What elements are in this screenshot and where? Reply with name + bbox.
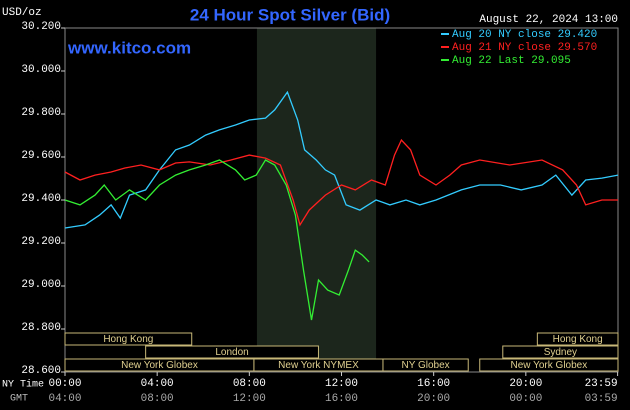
session-box (536, 332, 619, 346)
chart-title: 24 Hour Spot Silver (Bid) (190, 5, 390, 24)
y-tick-label: 29.400 (21, 193, 61, 205)
watermark: www.kitco.com (67, 38, 191, 57)
y-tick-label: 28.800 (21, 322, 61, 334)
y-tick-label: 29.000 (21, 279, 61, 291)
x2-tick-label: 12:00 (233, 393, 266, 405)
x2-tick-label: 04:00 (48, 393, 81, 405)
x-tick-label: 16:00 (417, 378, 450, 390)
series-line (64, 159, 370, 321)
session-label: Hong Kong (103, 334, 153, 345)
x2-axis-label: GMT (10, 394, 28, 405)
legend-label: Aug 20 NY close 29.420 (452, 29, 597, 41)
session-label: Hong Kong (553, 334, 603, 345)
y-tick-label: 30.200 (21, 21, 61, 33)
x2-tick-label: 03:59 (585, 393, 618, 405)
highlight-region (256, 28, 377, 372)
y-axis-label: USD/oz (2, 7, 42, 19)
x-tick-label: 12:00 (325, 378, 358, 390)
x2-tick-label: 08:00 (141, 393, 174, 405)
y-tick-label: 30.000 (21, 64, 61, 76)
series-line (64, 138, 618, 227)
session-label: New York Globex (121, 360, 198, 371)
session-label: NY Globex (402, 360, 450, 371)
y-tick-label: 29.200 (21, 236, 61, 248)
session-label: London (215, 347, 248, 358)
x2-tick-label: 20:00 (417, 393, 450, 405)
x2-tick-label: 16:00 (325, 393, 358, 405)
x-tick-label: 08:00 (233, 378, 266, 390)
y-tick-label: 28.600 (21, 365, 61, 377)
x2-tick-label: 00:00 (509, 393, 542, 405)
session-label: Sydney (544, 347, 577, 358)
session-label: New York NYMEX (278, 360, 359, 371)
legend-label: Aug 21 NY close 29.570 (452, 42, 597, 54)
session-box (145, 345, 319, 359)
session-box (502, 345, 619, 359)
x-tick-label: 23:59 (585, 378, 618, 390)
series-line (64, 90, 619, 229)
y-tick-label: 29.600 (21, 150, 61, 162)
y-tick-label: 29.800 (21, 107, 61, 119)
timestamp: August 22, 2024 13:00 (479, 14, 618, 26)
session-box (479, 358, 619, 372)
x-axis-label: NY Time (2, 379, 44, 391)
x-tick-label: 20:00 (509, 378, 542, 390)
session-box (64, 332, 193, 346)
x-tick-label: 04:00 (141, 378, 174, 390)
legend-label: Aug 22 Last 29.095 (452, 55, 571, 67)
x-tick-label: 00:00 (48, 378, 81, 390)
session-label: New York Globex (511, 360, 588, 371)
session-box (382, 358, 469, 372)
